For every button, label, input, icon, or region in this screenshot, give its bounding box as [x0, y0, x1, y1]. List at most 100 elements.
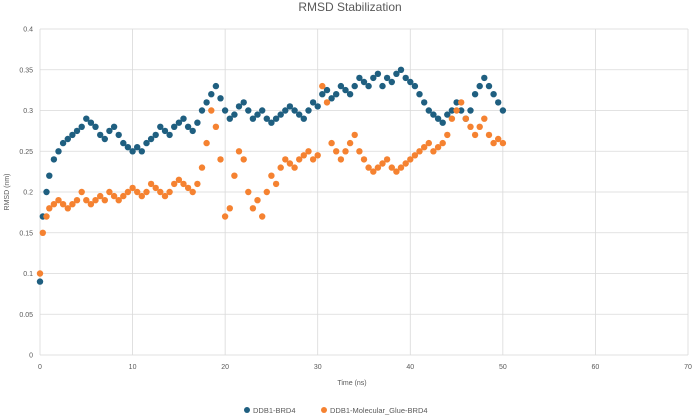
data-point [245, 188, 252, 196]
y-tick-label: 0.1 [23, 271, 33, 278]
x-tick-label: 70 [684, 364, 692, 371]
x-tick-label: 60 [592, 364, 600, 371]
data-point [39, 229, 46, 236]
data-point [134, 144, 141, 151]
data-point [346, 139, 354, 147]
data-point [226, 115, 233, 122]
legend-label-ddb1-brd4: DDB1-BRD4 [253, 406, 296, 415]
data-point [249, 115, 257, 122]
data-point [138, 148, 145, 155]
x-tick-label: 20 [221, 364, 229, 371]
data-point [46, 172, 53, 179]
data-point [351, 131, 358, 139]
data-point [221, 213, 229, 220]
data-point [277, 164, 284, 171]
data-point [171, 123, 178, 130]
data-point [138, 192, 145, 200]
data-point [217, 156, 224, 163]
data-point [434, 144, 442, 151]
data-point [143, 139, 150, 147]
data-point [55, 197, 62, 204]
data-point [309, 99, 317, 106]
data-point [485, 131, 493, 139]
data-point [342, 86, 349, 94]
data-point [69, 131, 76, 139]
series-1 [36, 82, 507, 277]
data-point [383, 74, 391, 82]
x-axis-label: Time (ns) [337, 380, 366, 387]
data-point [370, 168, 377, 175]
data-point [97, 192, 104, 200]
data-point [458, 107, 465, 114]
data-point [245, 107, 252, 114]
data-point [221, 107, 229, 114]
data-point [397, 66, 405, 74]
data-point [407, 78, 414, 86]
x-tick-label: 40 [406, 364, 414, 371]
data-point [184, 123, 192, 130]
data-point [277, 111, 284, 118]
y-tick-label: 0.25 [19, 149, 33, 156]
data-point [124, 188, 132, 196]
data-point [194, 180, 201, 188]
data-point [323, 86, 331, 94]
y-tick-label: 0.05 [19, 312, 33, 319]
data-point [430, 111, 437, 118]
data-point [356, 74, 363, 82]
data-point [411, 82, 419, 90]
data-point [411, 152, 419, 159]
data-point [342, 148, 349, 155]
data-point [78, 123, 85, 130]
y-axis-label: RMSD (nm) [4, 174, 11, 211]
data-point [434, 115, 442, 122]
data-point [240, 99, 247, 106]
data-point [157, 123, 164, 130]
data-point [439, 139, 446, 147]
data-point [43, 213, 50, 220]
data-point [421, 99, 428, 106]
data-series [36, 66, 507, 285]
data-point [314, 152, 321, 159]
data-point [365, 82, 372, 90]
data-point [189, 127, 196, 135]
data-point [268, 172, 275, 179]
data-point [286, 160, 294, 167]
data-point [481, 115, 488, 122]
data-point [425, 107, 432, 114]
data-point [328, 139, 335, 147]
data-point [370, 74, 377, 82]
data-point [328, 95, 335, 102]
data-point [115, 131, 122, 139]
data-point [388, 164, 395, 171]
data-point [416, 148, 423, 155]
data-point [208, 91, 215, 98]
data-point [365, 164, 372, 171]
data-point [337, 82, 345, 90]
data-point [147, 135, 155, 143]
data-point [92, 197, 99, 204]
data-point [319, 82, 326, 90]
data-point [157, 188, 164, 196]
data-point [69, 201, 76, 208]
data-point [476, 123, 483, 130]
y-tick-label: 0.35 [19, 67, 33, 74]
data-point [499, 139, 507, 147]
data-point [235, 148, 243, 155]
data-point [134, 188, 141, 196]
chart-title: RMSD Stabilization [298, 0, 401, 14]
data-point [333, 148, 340, 155]
data-point [198, 107, 206, 114]
data-point [78, 188, 85, 196]
data-point [73, 197, 81, 204]
data-point [249, 205, 257, 212]
data-point [263, 188, 270, 196]
legend-label-ddb1-molecular-glue-brd4: DDB1-Molecular_Glue-BRD4 [330, 406, 428, 415]
data-point [59, 139, 67, 147]
y-tick-label: 0.3 [23, 108, 33, 115]
data-point [383, 156, 391, 163]
data-point [309, 156, 317, 163]
data-point [388, 78, 395, 86]
data-point [143, 188, 150, 196]
data-point [351, 82, 358, 90]
